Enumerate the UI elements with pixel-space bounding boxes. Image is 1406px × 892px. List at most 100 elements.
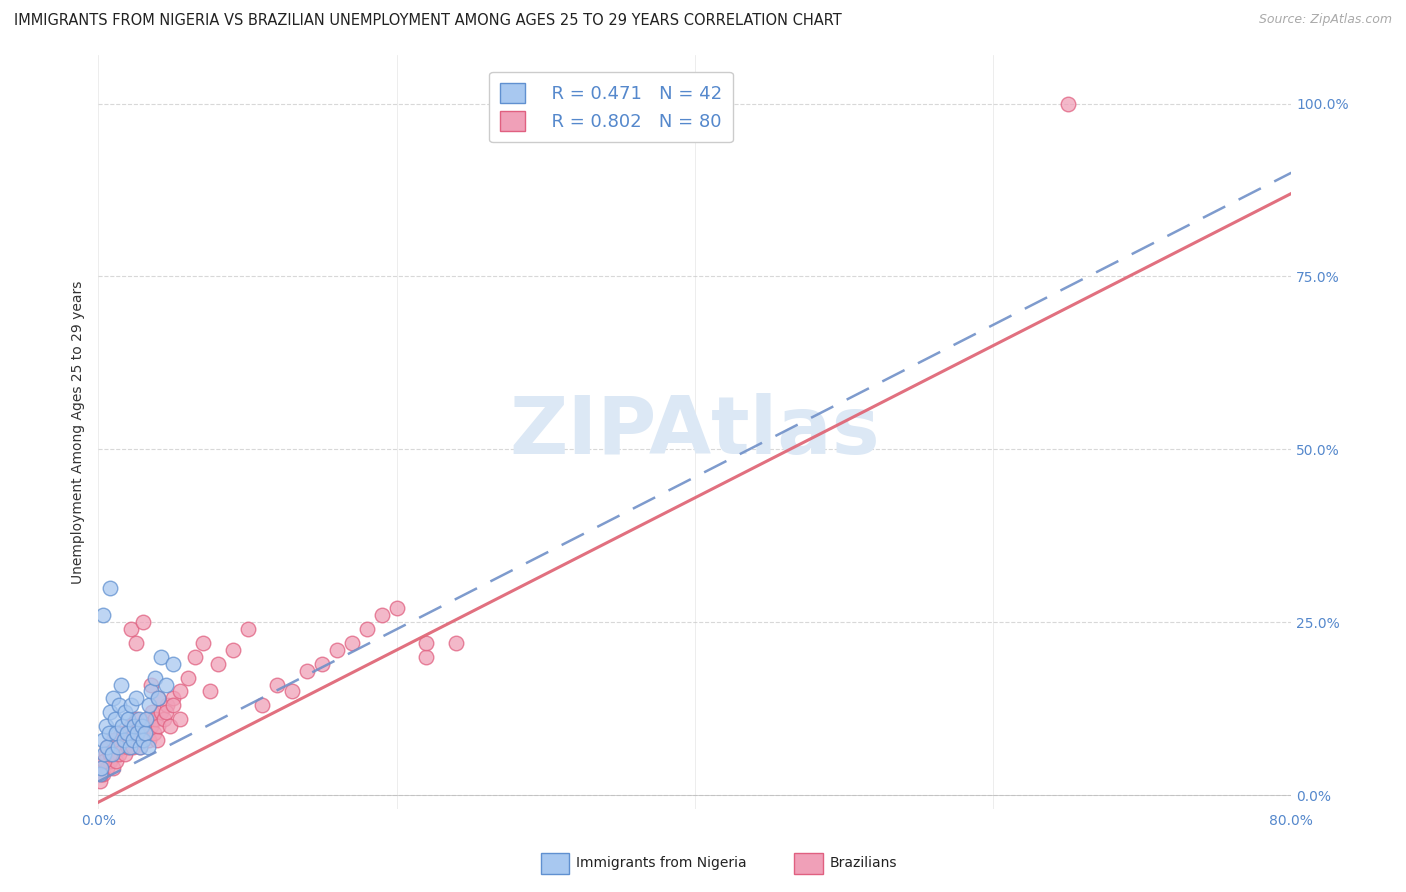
Point (162, 657, 184, 671)
Point (96, 739, 118, 754)
Point (115, 726, 138, 740)
Point (139, 719, 162, 733)
Point (236, 622, 259, 636)
Point (135, 712, 157, 726)
Point (104, 712, 127, 726)
Point (98, 705, 121, 719)
Text: Brazilians: Brazilians (830, 856, 897, 871)
Point (146, 691, 169, 706)
Point (128, 712, 150, 726)
Point (96, 761, 118, 775)
Point (131, 726, 153, 740)
Point (340, 636, 363, 650)
Point (125, 691, 148, 706)
Point (138, 732, 160, 747)
Point (93, 754, 115, 768)
Text: ZIPAtlas: ZIPAtlas (509, 393, 880, 471)
Point (121, 732, 143, 747)
Point (91, 767, 114, 781)
Point (143, 712, 166, 726)
Point (153, 712, 176, 726)
Point (101, 747, 124, 761)
Point (127, 732, 149, 747)
Point (125, 712, 148, 726)
Point (97, 726, 120, 740)
Point (139, 684, 162, 698)
Point (1056, 96, 1078, 111)
Point (169, 684, 191, 698)
Point (150, 705, 173, 719)
Point (136, 712, 159, 726)
Point (112, 732, 135, 747)
Point (134, 719, 156, 733)
Point (177, 671, 200, 685)
Point (89, 774, 111, 789)
Point (127, 726, 149, 740)
Point (281, 684, 304, 698)
Legend:   R = 0.471   N = 42,   R = 0.802   N = 80: R = 0.471 N = 42, R = 0.802 N = 80 (489, 71, 733, 143)
Point (121, 739, 143, 754)
Point (103, 691, 125, 706)
Point (295, 664, 318, 678)
Point (129, 739, 152, 754)
Point (117, 739, 139, 754)
Point (103, 732, 125, 747)
Point (415, 636, 437, 650)
Point (105, 726, 128, 740)
Point (90, 761, 112, 775)
Point (155, 677, 177, 691)
Point (145, 732, 167, 747)
Point (141, 705, 163, 719)
Point (143, 671, 166, 685)
Point (90, 767, 112, 781)
Point (134, 726, 156, 740)
Point (266, 677, 288, 691)
Point (111, 739, 134, 754)
Point (142, 726, 165, 740)
Point (326, 643, 349, 657)
Point (446, 636, 468, 650)
Point (110, 677, 132, 691)
Point (371, 608, 394, 623)
Point (118, 739, 141, 754)
Point (139, 677, 162, 691)
Point (132, 615, 155, 630)
Y-axis label: Unemployment Among Ages 25 to 29 years: Unemployment Among Ages 25 to 29 years (72, 280, 86, 583)
Point (115, 726, 138, 740)
Point (107, 739, 129, 754)
Point (191, 636, 214, 650)
Point (169, 712, 191, 726)
Point (155, 705, 177, 719)
Point (415, 649, 437, 664)
Point (103, 761, 125, 775)
Point (132, 732, 155, 747)
Point (89, 767, 111, 781)
Point (94, 747, 117, 761)
Point (146, 719, 169, 733)
Point (90, 761, 112, 775)
Point (138, 698, 160, 713)
Point (136, 739, 159, 754)
Point (131, 719, 153, 733)
Point (311, 657, 333, 671)
Point (96, 739, 118, 754)
Point (91, 608, 114, 623)
Point (114, 747, 136, 761)
Point (221, 643, 243, 657)
Point (252, 698, 274, 713)
Point (184, 649, 207, 664)
Point (162, 698, 184, 713)
Point (98, 581, 121, 595)
Point (107, 739, 129, 754)
Point (122, 726, 145, 740)
Point (114, 705, 136, 719)
Point (385, 601, 408, 615)
Point (162, 691, 184, 706)
Point (98, 747, 121, 761)
Point (98, 754, 121, 768)
Point (93, 747, 115, 761)
Text: IMMIGRANTS FROM NIGERIA VS BRAZILIAN UNEMPLOYMENT AMONG AGES 25 TO 29 YEARS CORR: IMMIGRANTS FROM NIGERIA VS BRAZILIAN UNE… (14, 13, 842, 29)
Point (101, 747, 124, 761)
Point (156, 698, 179, 713)
Point (200, 684, 222, 698)
